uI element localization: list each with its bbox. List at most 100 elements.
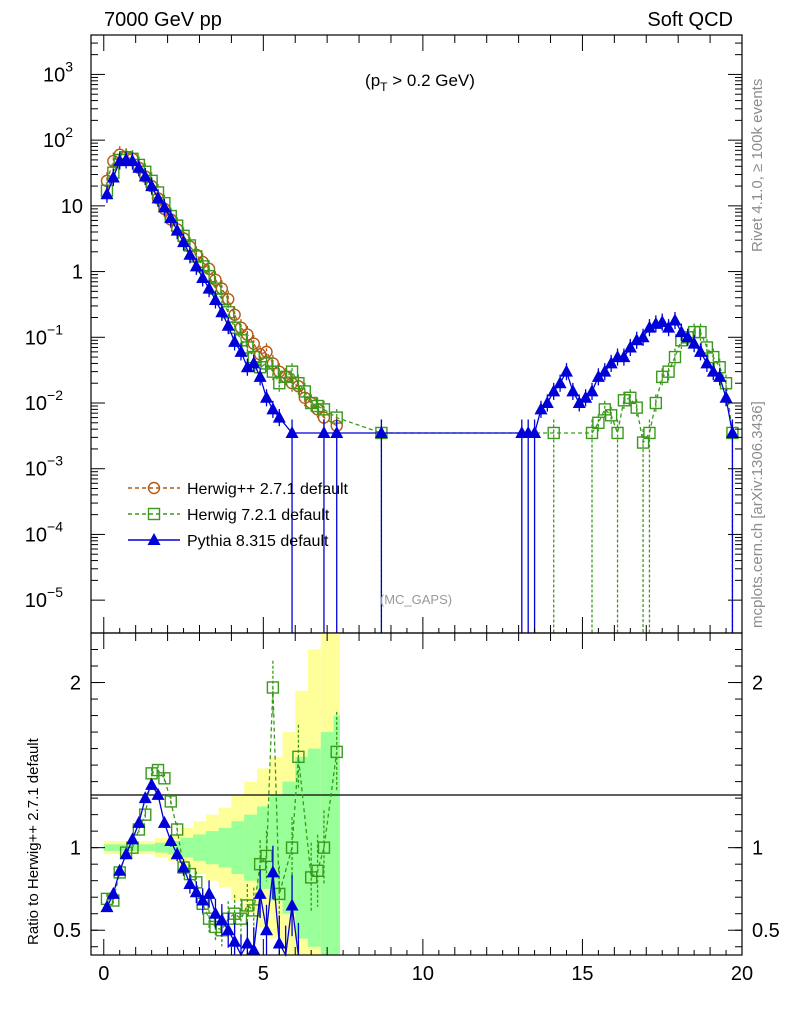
data-point	[285, 365, 299, 378]
ratio-band-inner	[244, 814, 257, 881]
x-tick-label: 10	[412, 963, 434, 985]
ratio-data-point	[145, 777, 159, 790]
x-tick-label: 5	[258, 963, 269, 985]
ratio-data-point	[196, 893, 210, 906]
ratio-data-point	[221, 923, 235, 936]
data-point	[266, 365, 280, 378]
ratio-data-point	[132, 815, 146, 828]
data-point	[157, 200, 171, 213]
data-point	[694, 325, 707, 339]
main-y-tick-label: 10−4	[25, 518, 63, 546]
data-point	[662, 365, 675, 378]
legend-entry: Pythia 8.315 default	[128, 533, 329, 550]
data-point	[611, 426, 624, 440]
ratio-data-point	[158, 772, 171, 785]
ratio-x-ticks: 0 5 10 15 20	[98, 633, 753, 985]
ratio-y-tick-label-right: 0.5	[752, 920, 780, 942]
ratio-series-layer	[100, 660, 343, 958]
data-point	[630, 401, 643, 414]
ratio-band-inner	[180, 837, 194, 858]
data-point	[617, 394, 631, 407]
ratio-data-point	[253, 886, 267, 899]
ratio-data-point	[253, 857, 267, 871]
data-point	[260, 390, 274, 403]
data-point	[240, 360, 254, 373]
data-point	[202, 281, 216, 294]
legend-marker	[147, 533, 161, 545]
data-point	[668, 313, 682, 326]
ratio-data-point	[285, 841, 299, 854]
data-point	[642, 320, 656, 333]
data-point	[145, 179, 159, 192]
data-point	[196, 270, 210, 283]
data-point	[668, 350, 682, 364]
data-point	[643, 426, 656, 440]
data-point	[177, 235, 191, 248]
ratio-data-point	[106, 886, 120, 899]
series-line	[106, 156, 734, 445]
main-x-ticks	[103, 35, 743, 633]
data-point	[304, 396, 318, 410]
data-point	[132, 160, 146, 173]
series-open-circle	[100, 146, 343, 435]
data-point	[592, 416, 605, 429]
series-line	[106, 159, 734, 434]
ratio-band-inner	[103, 844, 117, 851]
data-point	[572, 396, 586, 408]
ratio-data-point	[125, 832, 139, 845]
x-tick-label: 20	[731, 963, 753, 985]
ratio-data-point	[138, 791, 152, 804]
data-point	[292, 377, 305, 390]
legend-entry: Herwig 7.2.1 default	[128, 507, 330, 524]
data-point	[707, 350, 720, 364]
ratio-data-point	[139, 808, 152, 821]
main-series-layer	[100, 146, 739, 633]
ratio-band-inner	[295, 756, 308, 939]
data-point	[636, 330, 650, 343]
data-point	[598, 364, 612, 377]
main-y-tick-label: 10−2	[25, 387, 63, 415]
ratio-band-inner	[129, 844, 143, 851]
ratio-data-point	[183, 876, 197, 889]
main-y-tick-label: 10	[61, 196, 83, 218]
ratio-data-point	[202, 886, 216, 899]
ratio-data-point	[119, 847, 133, 860]
main-y-tick-label: 103	[43, 58, 73, 86]
main-y-tick-label: 1	[72, 262, 83, 284]
data-point	[151, 191, 165, 204]
header-right: Soft QCD	[647, 9, 733, 31]
ratio-data-point	[311, 864, 324, 877]
data-point	[694, 344, 708, 357]
ratio-data-point	[228, 934, 242, 947]
data-point	[624, 391, 637, 404]
annotation-mc-gaps: (MC_GAPS)	[380, 592, 452, 607]
data-point	[100, 187, 114, 200]
data-point	[623, 340, 637, 353]
legend-label: Herwig++ 2.7.1 default	[187, 481, 349, 498]
x-tick-label: 0	[98, 963, 109, 985]
data-point	[559, 364, 573, 377]
side-label-mcplots: mcplots.cern.ch [arXiv:1306.3436]	[749, 401, 766, 628]
ratio-data-point	[189, 885, 203, 898]
ratio-band-inner	[218, 827, 232, 868]
data-point	[125, 154, 139, 167]
main-y-tick-label: 10−3	[25, 453, 63, 481]
ratio-band-inner	[154, 842, 168, 853]
data-point	[719, 377, 733, 390]
legend-label: Herwig 7.2.1 default	[187, 507, 330, 524]
ratio-y-ticks: 2 2 1 1 0.5 0.5	[53, 649, 780, 948]
ratio-data-point	[208, 906, 222, 919]
data-point	[374, 425, 388, 438]
ratio-y-axis-label: Ratio to Herwig++ 2.7.1 default	[25, 737, 42, 945]
legend-entry: Herwig++ 2.7.1 default	[128, 481, 349, 498]
data-point	[636, 436, 650, 449]
data-point	[138, 169, 152, 182]
data-point	[311, 399, 324, 413]
ratio-data-point	[170, 847, 184, 860]
annotation-pt-cut: (pT > 0.2 GeV)	[365, 71, 475, 94]
data-point	[713, 369, 727, 382]
ratio-data-point	[273, 887, 286, 901]
ratio-band-layer	[103, 633, 340, 955]
ratio-data-point	[260, 923, 274, 936]
